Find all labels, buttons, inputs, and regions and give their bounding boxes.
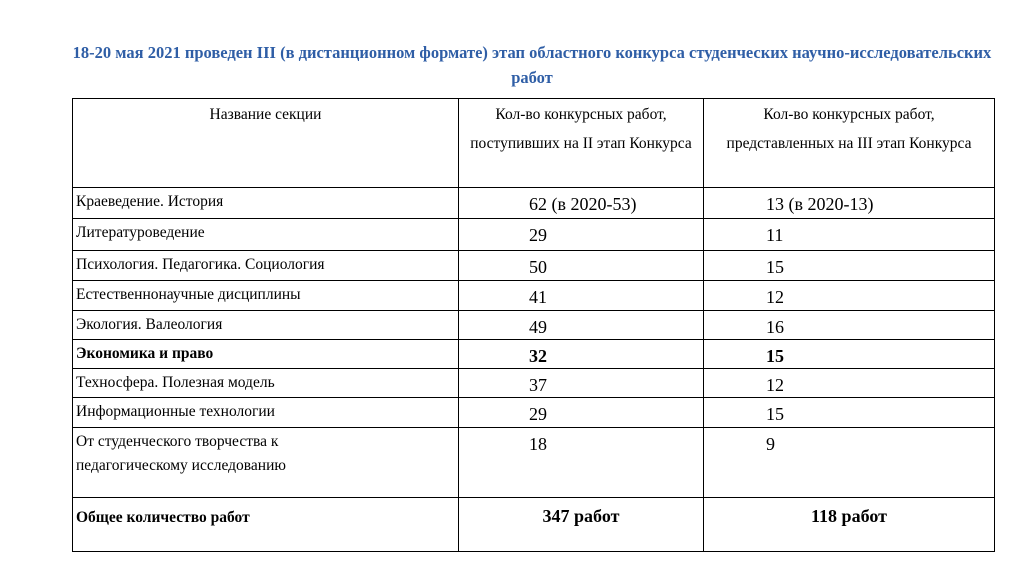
count-stage3: 15 bbox=[703, 397, 995, 428]
section-name: Экология. Валеология bbox=[72, 310, 459, 340]
header-cell: Название секции bbox=[72, 98, 459, 188]
total-label: Общее количество работ bbox=[72, 497, 459, 552]
section-name: От студенческого творчества к педагогиче… bbox=[72, 427, 459, 498]
section-name: Техносфера. Полезная модель bbox=[72, 368, 459, 398]
results-table: Название секции Кол-во конкурсных работ,… bbox=[72, 98, 995, 552]
header-cell: Кол-во конкурсных работ, представленных … bbox=[703, 98, 995, 188]
total-row: Общее количество работ 347 работ 118 работ bbox=[72, 497, 995, 552]
slide-title: 18-20 мая 2021 проведен III (в дистанцио… bbox=[72, 43, 992, 87]
row: Техносфера. Полезная модель 37 12 bbox=[72, 368, 995, 398]
section-name: Краеведение. История bbox=[72, 187, 459, 219]
section-name: Экономика и право bbox=[72, 339, 459, 369]
row: Краеведение. История 62 (в 2020-53) 13 (в … bbox=[72, 187, 995, 219]
count-stage2: 18 bbox=[458, 427, 704, 498]
count-stage3: 15 bbox=[703, 339, 995, 369]
count-stage3: 9 bbox=[703, 427, 995, 498]
count-stage2: 62 (в 2020-53) bbox=[458, 187, 704, 219]
total-stage2: 347 работ bbox=[458, 497, 704, 552]
count-stage3: 11 bbox=[703, 218, 995, 251]
row: От студенческого творчества к педагогиче… bbox=[72, 427, 995, 498]
row: Информационные технологии 29 15 bbox=[72, 397, 995, 428]
count-stage2: 49 bbox=[458, 310, 704, 340]
section-name: Информационные технологии bbox=[72, 397, 459, 428]
header-cell: Кол-во конкурсных работ, поступивших на … bbox=[458, 98, 704, 188]
total-stage3: 118 работ bbox=[703, 497, 995, 552]
section-name: Литературоведение bbox=[72, 218, 459, 251]
count-stage2: 50 bbox=[458, 250, 704, 281]
section-name: Психология. Педагогика. Социология bbox=[72, 250, 459, 281]
header-row: Название секции Кол-во конкурсных работ,… bbox=[72, 98, 995, 188]
row: Экономика и право 32 15 bbox=[72, 339, 995, 369]
count-stage2: 41 bbox=[458, 280, 704, 311]
count-stage3: 13 (в 2020-13) bbox=[703, 187, 995, 219]
row: Естественнонаучные дисциплины 41 12 bbox=[72, 280, 995, 311]
count-stage3: 12 bbox=[703, 280, 995, 311]
count-stage2: 37 bbox=[458, 368, 704, 398]
count-stage2: 29 bbox=[458, 397, 704, 428]
row: Психология. Педагогика. Социология 50 15 bbox=[72, 250, 995, 281]
count-stage3: 15 bbox=[703, 250, 995, 281]
count-stage3: 16 bbox=[703, 310, 995, 340]
count-stage3: 12 bbox=[703, 368, 995, 398]
row: Экология. Валеология 49 16 bbox=[72, 310, 995, 340]
count-stage2: 29 bbox=[458, 218, 704, 251]
section-name: Естественнонаучные дисциплины bbox=[72, 280, 459, 311]
row: Литературоведение 29 11 bbox=[72, 218, 995, 251]
count-stage2: 32 bbox=[458, 339, 704, 369]
